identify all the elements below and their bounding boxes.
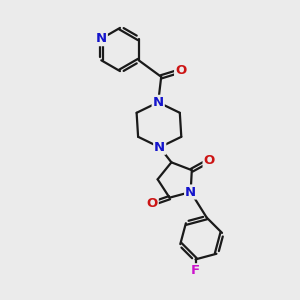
Text: F: F bbox=[191, 264, 200, 277]
Text: N: N bbox=[96, 32, 107, 45]
Text: O: O bbox=[175, 64, 186, 77]
Text: N: N bbox=[185, 185, 196, 199]
Text: N: N bbox=[153, 96, 164, 109]
Text: O: O bbox=[146, 197, 158, 210]
Text: N: N bbox=[154, 141, 165, 154]
Text: O: O bbox=[204, 154, 215, 167]
